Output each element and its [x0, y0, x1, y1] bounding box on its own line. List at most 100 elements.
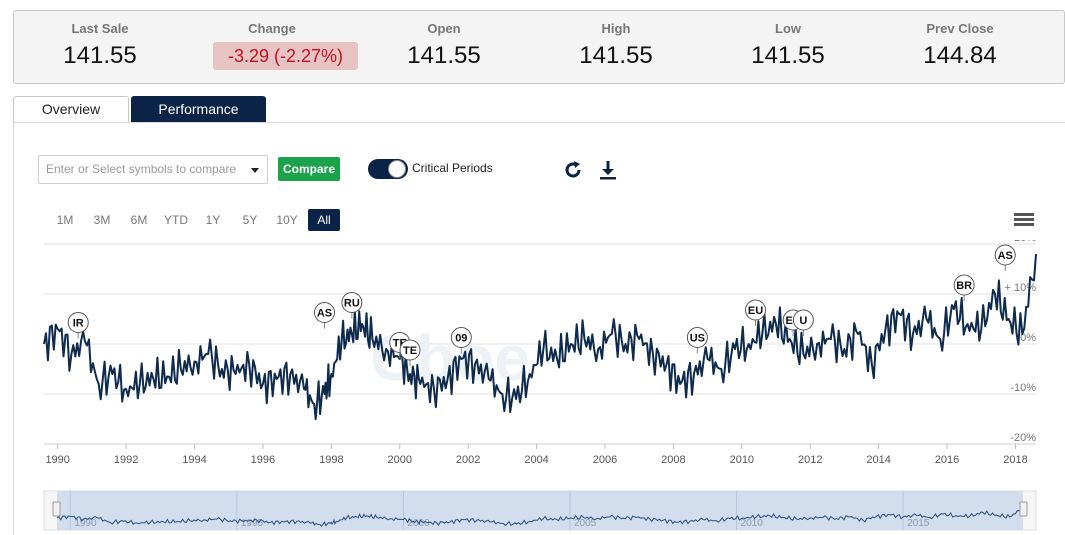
tab-overview[interactable]: Overview [13, 96, 129, 122]
quote-label: Open [427, 21, 461, 36]
chart-menu-icon[interactable] [1014, 213, 1034, 229]
performance-chart[interactable]: + 20%+ 10%0%-10%-20%Cboe1990199219941996… [0, 240, 1065, 470]
navigator-handle-right[interactable] [1019, 501, 1028, 517]
critical-period-marker[interactable]: EU [745, 299, 767, 326]
x-tick-label: 1990 [45, 454, 69, 466]
x-tick-label: 2002 [456, 454, 480, 466]
quote-change: Change -3.29 (-2.27%) [186, 11, 358, 85]
quote-label: High [601, 21, 631, 36]
critical-period-marker[interactable]: IR [67, 312, 89, 339]
quote-value: 144.84 [923, 42, 997, 69]
range-1y[interactable]: 1Y [205, 213, 221, 227]
navigator-tick-label: 1995 [241, 518, 264, 529]
marker-flag [792, 309, 814, 331]
x-tick-label: 1994 [182, 454, 206, 466]
x-tick-label: 2000 [388, 454, 412, 466]
marker-flag [67, 312, 89, 333]
performance-line [43, 253, 1037, 421]
y-tick-label: + 20% [1005, 240, 1037, 244]
quote-label: Low [775, 21, 801, 36]
quote-label: Change [248, 21, 296, 36]
x-tick-label: 2014 [866, 454, 890, 466]
critical-periods-label: Critical Periods [412, 161, 493, 175]
marker-flag [745, 299, 767, 321]
x-tick-label: 2008 [661, 454, 685, 466]
range-3m[interactable]: 3M [93, 213, 111, 227]
range-6m[interactable]: 6M [130, 213, 148, 227]
marker-label: AS [317, 308, 332, 320]
navigator-tick-label: 2005 [574, 518, 597, 529]
quote-last-sale: Last Sale 141.55 [14, 11, 186, 85]
marker-flag [313, 302, 335, 323]
quote-prev-close: Prev Close 144.84 [874, 11, 1046, 85]
x-tick-label: 2016 [935, 454, 959, 466]
quote-summary-bar: Last Sale 141.55 Change -3.29 (-2.27%) O… [13, 10, 1065, 84]
critical-period-marker[interactable]: AS [313, 302, 335, 329]
symbol-compare-placeholder: Enter or Select symbols to compare [46, 162, 237, 176]
critical-period-marker[interactable]: BR [953, 274, 975, 301]
y-tick-label: -10% [1010, 382, 1036, 394]
x-tick-label: 2006 [593, 454, 617, 466]
marker-label: US [690, 333, 705, 345]
marker-label: 09 [455, 333, 467, 345]
navigator-line [56, 507, 1024, 528]
navigator-selection [57, 491, 1023, 530]
critical-period-marker[interactable]: 09 [450, 327, 472, 354]
range-1m[interactable]: 1M [56, 213, 74, 227]
y-tick-label: + 10% [1005, 282, 1037, 294]
quote-low: Low 141.55 [702, 11, 874, 85]
quote-open: Open 141.55 [358, 11, 530, 85]
tab-performance[interactable]: Performance [131, 96, 266, 122]
range-10y[interactable]: 10Y [276, 213, 298, 227]
marker-label: AS [998, 250, 1013, 262]
marker-label: TE [403, 345, 417, 357]
navigator-tick-label: 2010 [741, 518, 764, 529]
marker-label: RU [344, 298, 360, 310]
marker-flag [686, 327, 708, 348]
x-tick-label: 1996 [251, 454, 275, 466]
marker-label: EU [748, 305, 763, 317]
x-tick-label: 2010 [730, 454, 754, 466]
marker-label: U [799, 315, 807, 327]
quote-label: Prev Close [926, 21, 994, 36]
quote-value: 141.55 [63, 42, 137, 69]
x-tick-label: 2012 [798, 454, 822, 466]
range-5y[interactable]: 5Y [242, 213, 258, 227]
x-tick-label: 2004 [524, 454, 548, 466]
critical-period-marker[interactable]: U [792, 309, 814, 336]
marker-label: BR [956, 280, 972, 292]
quote-value: 141.55 [407, 42, 481, 69]
quote-label: Last Sale [71, 21, 129, 36]
marker-flag [399, 339, 421, 361]
x-tick-label: 2018 [1003, 454, 1027, 466]
marker-flag [341, 292, 363, 313]
marker-flag [450, 327, 472, 348]
critical-period-marker[interactable]: TE [399, 339, 421, 366]
navigator-tick-label: 2015 [907, 518, 930, 529]
refresh-icon[interactable] [562, 159, 584, 181]
y-tick-label: -20% [1010, 432, 1036, 444]
quote-high: High 141.55 [530, 11, 702, 85]
marker-flag [953, 274, 975, 296]
chart-navigator[interactable]: 1990 1995 2000 2005 2010 2015 [0, 488, 1065, 535]
navigator-handle-left[interactable] [52, 501, 61, 517]
range-all[interactable]: All [308, 209, 340, 231]
range-ytd[interactable]: YTD [164, 213, 188, 227]
x-tick-label: 1992 [114, 454, 138, 466]
critical-periods-toggle[interactable] [368, 159, 408, 179]
change-badge: -3.29 (-2.27%) [213, 42, 358, 70]
critical-period-marker[interactable]: US [686, 327, 708, 354]
compare-button[interactable]: Compare [278, 157, 340, 181]
toggle-knob [388, 160, 406, 178]
critical-period-marker[interactable]: RU [341, 292, 363, 319]
download-icon[interactable] [597, 159, 619, 181]
critical-period-marker[interactable]: AS [994, 244, 1016, 271]
x-tick-label: 1998 [319, 454, 343, 466]
quote-value: 141.55 [579, 42, 653, 69]
marker-flag [994, 244, 1016, 266]
marker-label: IR [73, 318, 84, 330]
quote-value: 141.55 [751, 42, 825, 69]
chevron-down-icon [251, 168, 259, 173]
y-tick-label: 0% [1020, 332, 1036, 344]
symbol-compare-select[interactable]: Enter or Select symbols to compare [38, 155, 268, 184]
